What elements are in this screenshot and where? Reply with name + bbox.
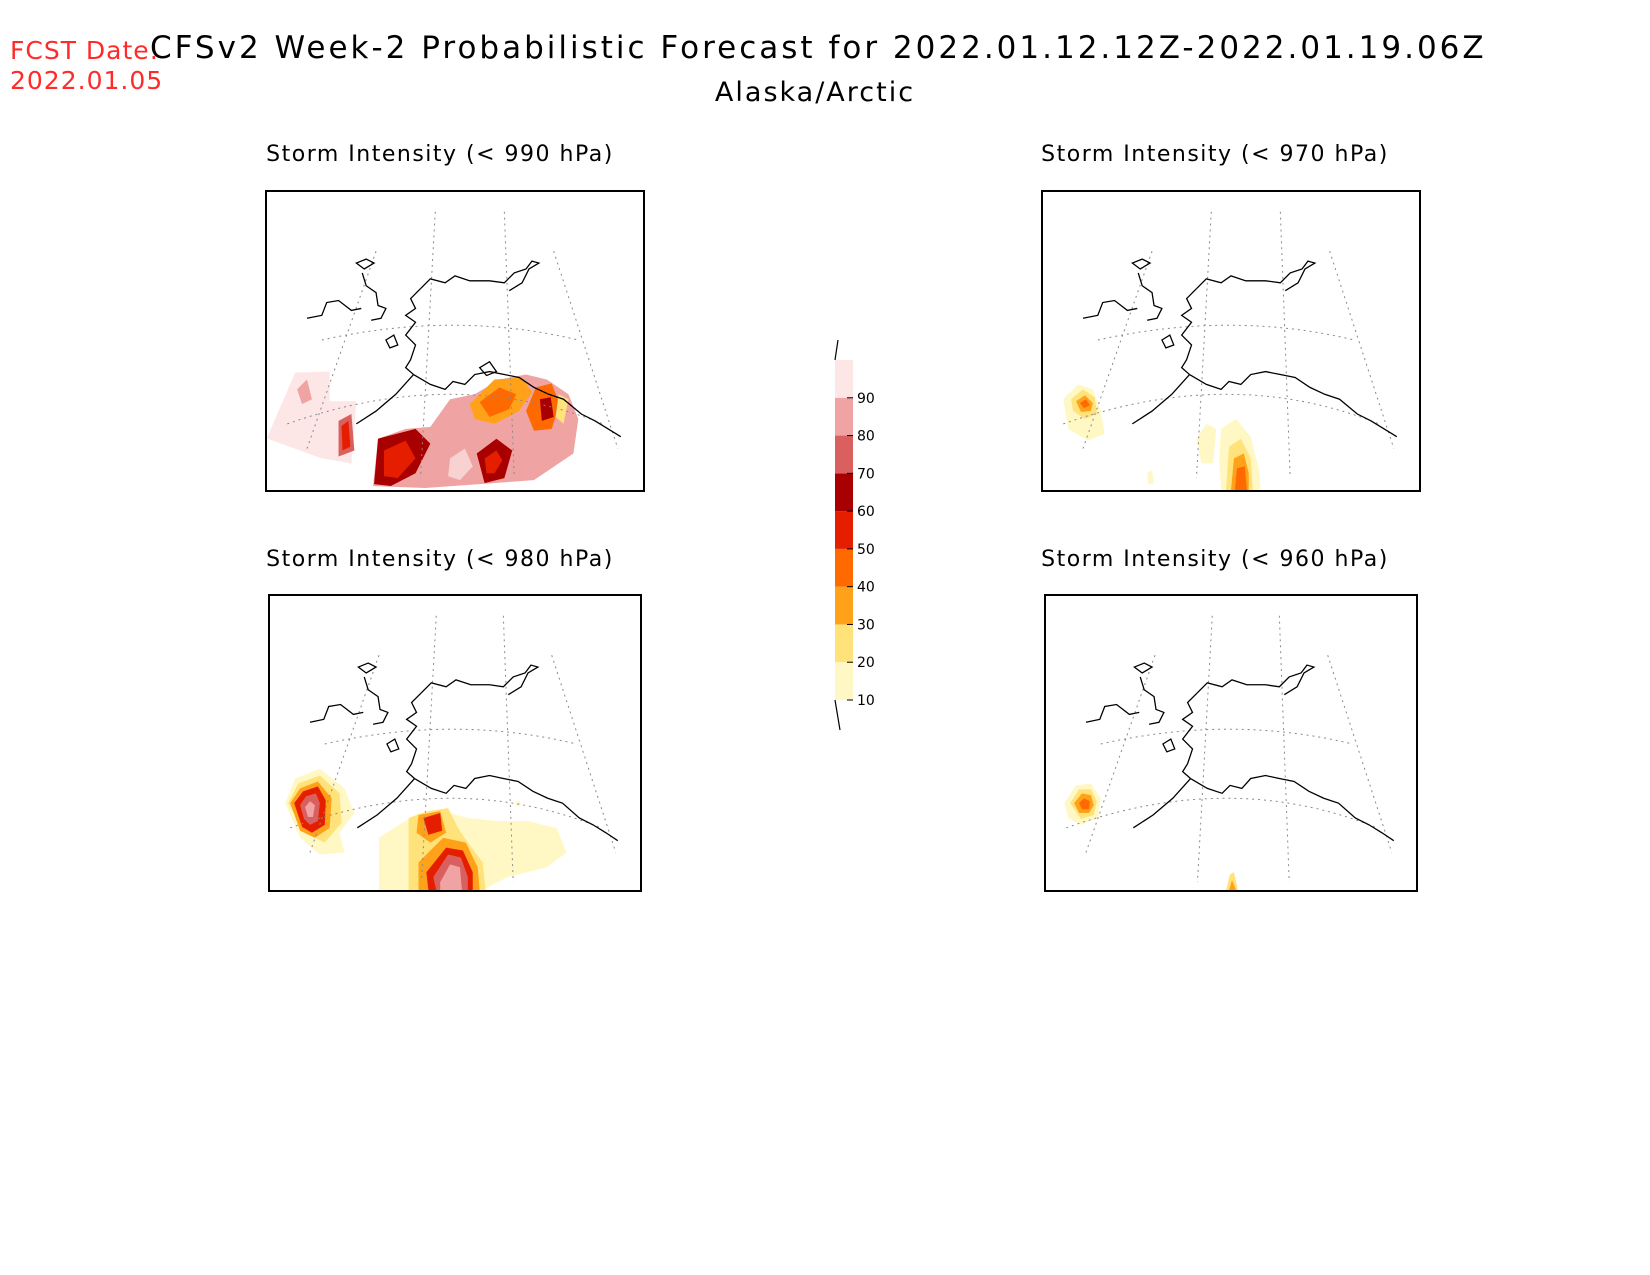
colorbar-label-20: 20: [857, 655, 875, 671]
probability-shading-990: [267, 371, 579, 489]
colorbar-box-8: [835, 397, 853, 436]
colorbar-box-3: [835, 586, 853, 625]
map-980-svg: [285, 615, 619, 890]
map-panel-960: [1044, 594, 1418, 892]
colorbar-label-80: 80: [857, 429, 875, 445]
colorbar-label-30: 30: [857, 617, 875, 633]
panel-title-960: Storm Intensity (< 960 hPa): [1041, 547, 1389, 572]
colorbar-box-1: [835, 662, 853, 700]
probability-shading-980: [285, 768, 567, 890]
probability-shading-970: [1063, 384, 1261, 490]
graticule-990: [287, 211, 619, 479]
panel-title-970: Storm Intensity (< 970 hPa): [1041, 142, 1389, 167]
colorbar-top-triangle: [834, 339, 839, 361]
region-subtitle: Alaska/Arctic: [714, 77, 916, 108]
colorbar-box-5: [835, 511, 853, 549]
colorbar-label-50: 50: [857, 542, 875, 558]
probability-colorbar: 10 20 30 40 50 60 70 80 90: [834, 339, 875, 731]
map-960-svg: [1064, 615, 1395, 890]
forecast-date-value: 2022.01.05: [10, 66, 164, 95]
coastline-980: [309, 662, 619, 842]
colorbar-label-90: 90: [857, 391, 875, 407]
colorbar-label-70: 70: [857, 466, 875, 482]
map-panel-990: [265, 190, 645, 492]
panel-title-980: Storm Intensity (< 980 hPa): [266, 547, 614, 572]
figure-title: CFSv2 Week-2 Probabilistic Forecast for …: [150, 30, 1487, 66]
map-panel-980: [268, 594, 642, 892]
colorbar-box-9: [835, 360, 853, 398]
coastline-990: [306, 258, 622, 438]
probability-shading-960: [1064, 783, 1238, 890]
colorbar-bottom-triangle: [834, 699, 841, 731]
graticule-960: [1066, 615, 1393, 883]
colorbar-box-6: [835, 473, 853, 512]
forecast-date-block: FCST Date: 2022.01.05: [10, 36, 163, 96]
panel-title-990: Storm Intensity (< 990 hPa): [266, 142, 614, 167]
colorbar-box-7: [835, 435, 853, 474]
colorbar-box-2: [835, 624, 853, 663]
forecast-date-label: FCST Date:: [10, 36, 160, 65]
colorbar-label-40: 40: [857, 580, 875, 596]
colorbar-boxes: [835, 360, 853, 700]
colorbar-labels: 10 20 30 40 50 60 70 80 90: [847, 391, 875, 709]
graticule-970: [1063, 211, 1395, 479]
colorbar-label-60: 60: [857, 504, 875, 520]
coastline-970: [1082, 258, 1398, 438]
colorbar-box-4: [835, 548, 853, 587]
colorbar-label-10: 10: [857, 693, 875, 709]
map-990-svg: [267, 211, 622, 489]
graticule-980: [290, 615, 617, 883]
map-970-svg: [1063, 211, 1398, 490]
map-panel-970: [1041, 190, 1421, 492]
coastline-960: [1085, 662, 1395, 842]
